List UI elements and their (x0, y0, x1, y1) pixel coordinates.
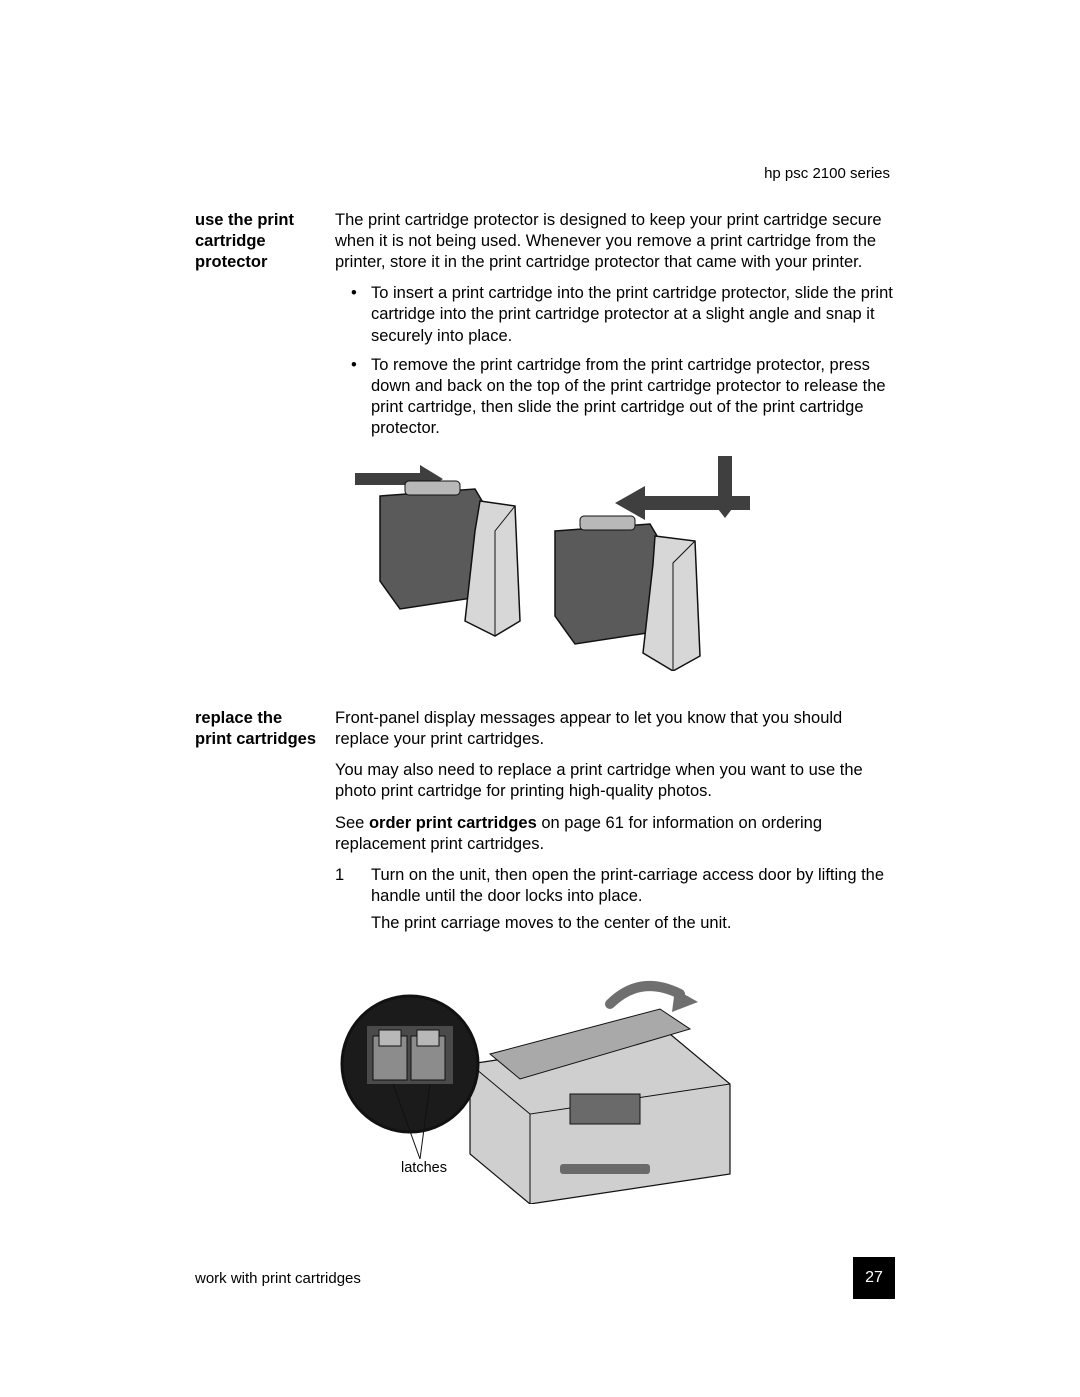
page-footer: work with print cartridges 27 (195, 1257, 895, 1299)
bullet-list: To insert a print cartridge into the pri… (335, 283, 895, 439)
page-number: 27 (853, 1257, 895, 1299)
intro-paragraph: The print cartridge protector is designe… (335, 210, 895, 273)
crossref-bold: order print cartridges (369, 814, 537, 832)
figure-open-access-door: latches (335, 944, 895, 1204)
body-paragraph-crossref: See order print cartridges on page 61 fo… (335, 813, 895, 855)
figure-cartridge-protector (335, 451, 895, 676)
callout-label-latches: latches (401, 1160, 447, 1176)
section-body: Front-panel display messages appear to l… (335, 708, 895, 1222)
body-paragraph: Front-panel display messages appear to l… (335, 708, 895, 750)
cartridge-protector-illustration (335, 451, 765, 671)
section-heading: use the print cartridge protector (195, 210, 335, 694)
text-run: See (335, 814, 369, 832)
step-number: 1 (335, 865, 344, 886)
section-replace-cartridges: replace the print cartridges Front-panel… (195, 708, 895, 1222)
footer-chapter-title: work with print cartridges (195, 1270, 361, 1287)
list-item: To insert a print cartridge into the pri… (335, 283, 895, 346)
list-item: To remove the print cartridge from the p… (335, 355, 895, 439)
section-heading: replace the print cartridges (195, 708, 335, 1222)
step-subtext: The print carriage moves to the center o… (335, 913, 895, 934)
section-cartridge-protector: use the print cartridge protector The pr… (195, 210, 895, 694)
step-item: 1 Turn on the unit, then open the print-… (335, 865, 895, 907)
running-header: hp psc 2100 series (195, 165, 895, 182)
numbered-steps: 1 Turn on the unit, then open the print-… (335, 865, 895, 907)
printer-open-illustration (335, 944, 755, 1204)
section-body: The print cartridge protector is designe… (335, 210, 895, 694)
step-text: Turn on the unit, then open the print-ca… (371, 866, 884, 905)
body-paragraph: You may also need to replace a print car… (335, 760, 895, 802)
page: hp psc 2100 series use the print cartrid… (0, 0, 1080, 1397)
